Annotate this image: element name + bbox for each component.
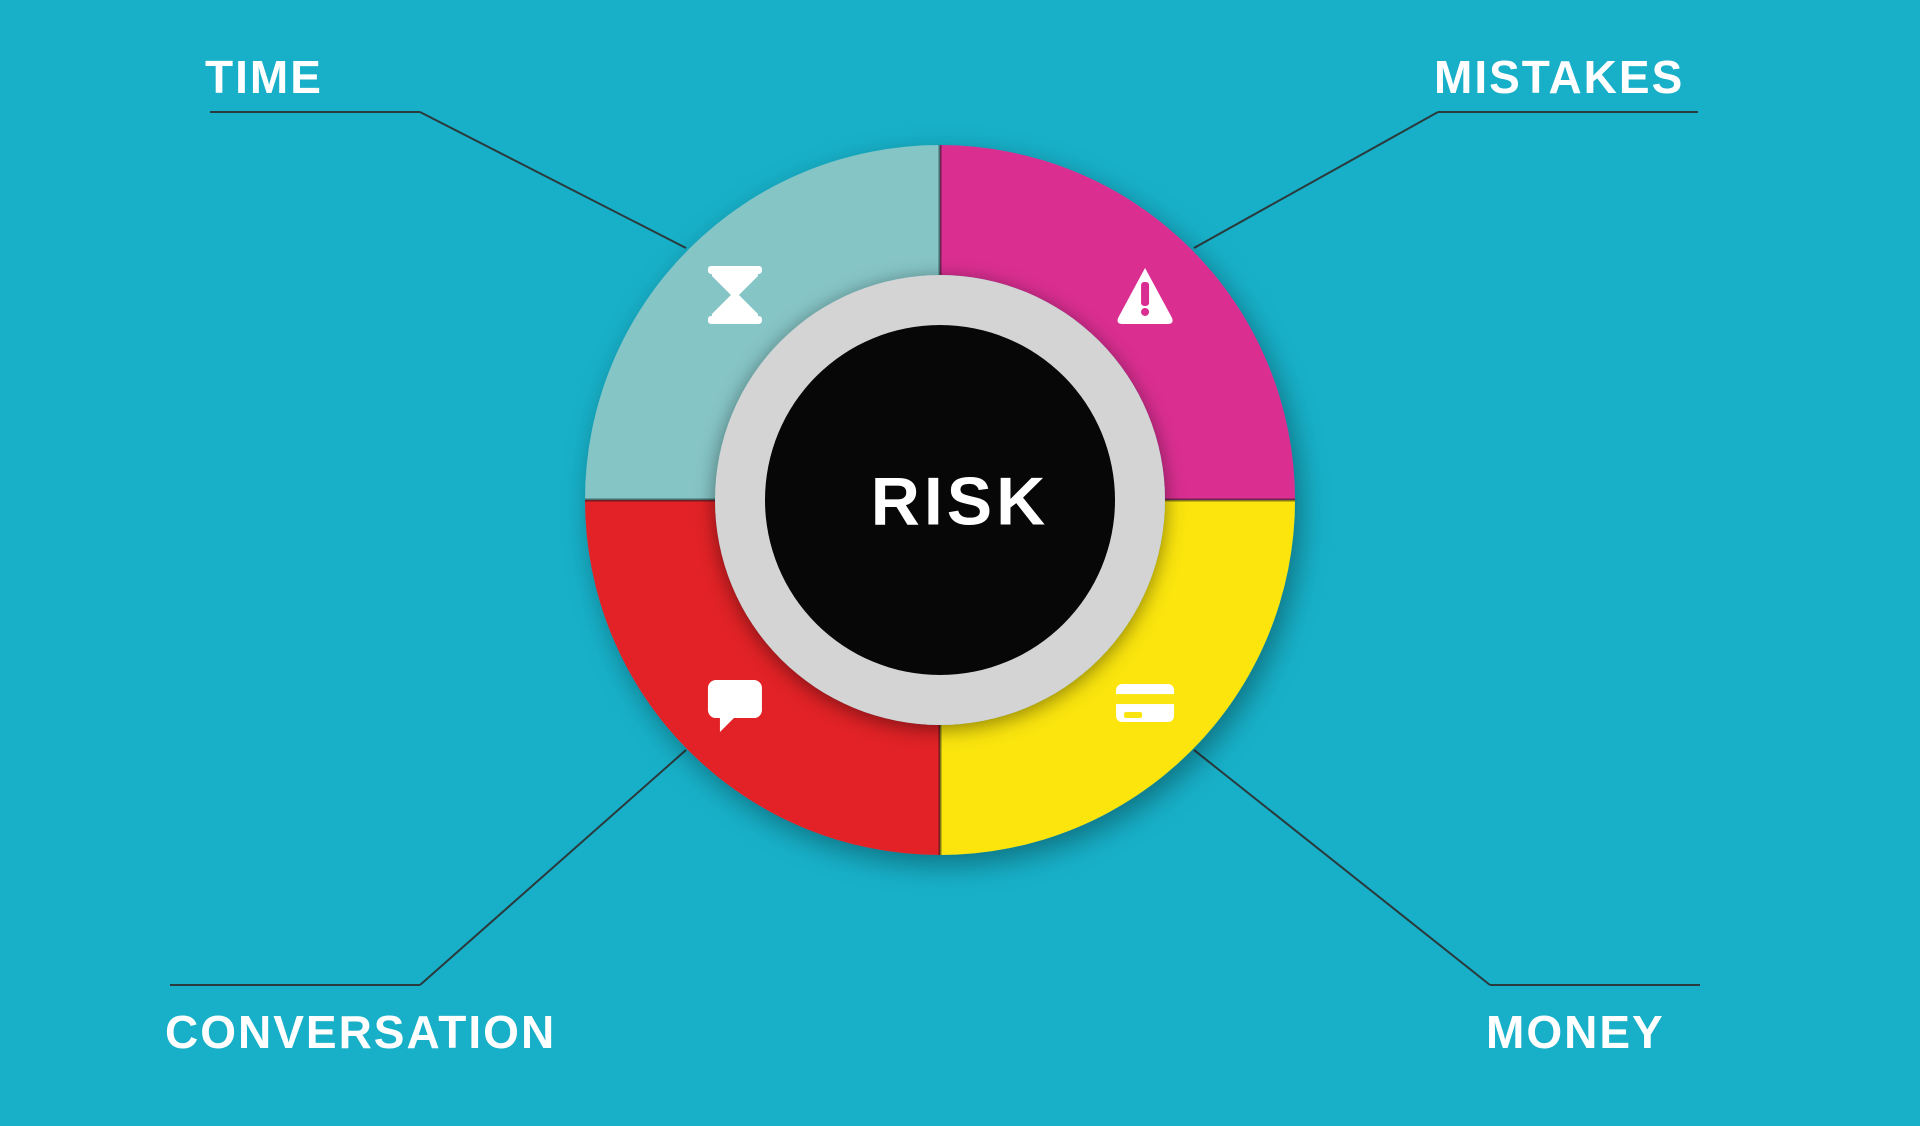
card-icon	[1116, 684, 1174, 722]
label-money: MONEY	[1486, 1005, 1665, 1059]
center-label: RISK	[0, 463, 1920, 541]
label-time: TIME	[205, 50, 323, 104]
label-conversation: CONVERSATION	[165, 1005, 556, 1059]
risk-infographic: TIME MISTAKES CONVERSATION MONEY RISK	[0, 0, 1920, 1126]
diagram-svg	[0, 0, 1920, 1126]
label-mistakes: MISTAKES	[1434, 50, 1684, 104]
